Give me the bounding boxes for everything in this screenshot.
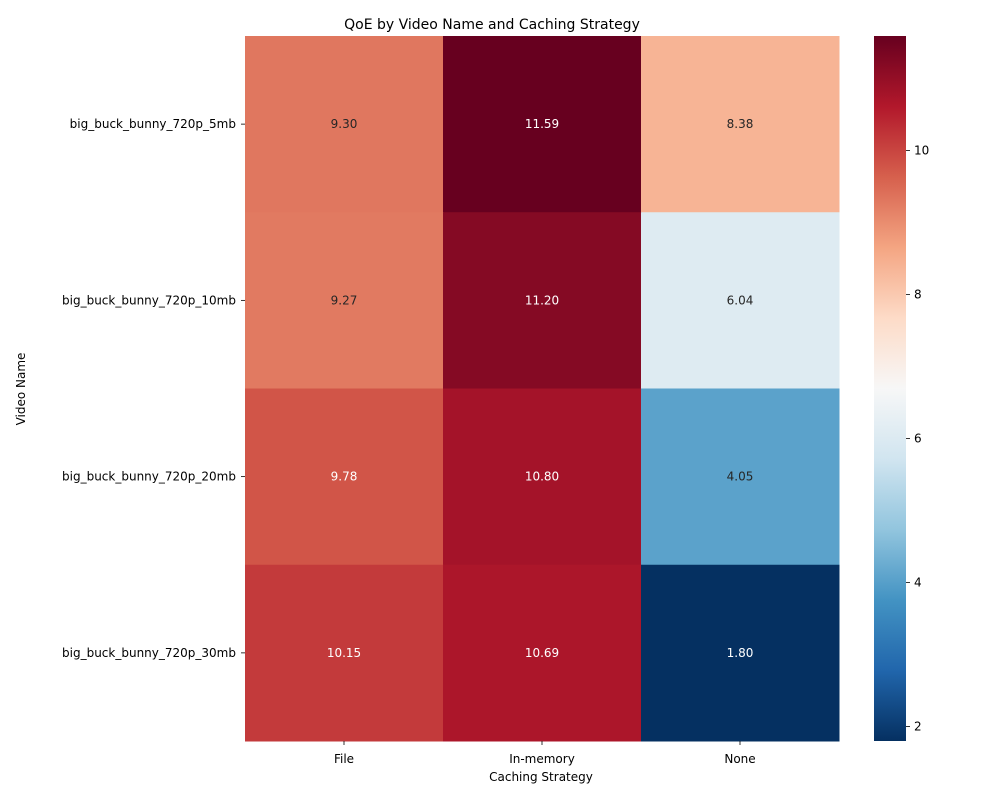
cell-value-label: 11.59 [525, 117, 559, 131]
cell-value-label: 8.38 [727, 117, 754, 131]
colorbar-tick-label: 2 [914, 720, 922, 734]
heatmap-cell [245, 212, 444, 389]
heatmap-cell [443, 36, 642, 213]
heatmap-cell [641, 564, 840, 742]
cell-value-label: 4.05 [727, 470, 754, 484]
cell-value-label: 10.69 [525, 646, 559, 660]
heatmap-cell [443, 388, 642, 566]
heatmap-cell [641, 212, 840, 389]
colorbar-tick-label: 10 [914, 143, 929, 157]
heatmap-cell-labels: 9.30 11.59 8.38 9.27 11.20 6.04 9.78 10.80 4.05 1… [327, 117, 754, 660]
y-axis-label: Video Name [14, 353, 28, 426]
colorbar [874, 36, 906, 741]
chart-title: QoE by Video Name and Caching Strategy [344, 17, 640, 33]
heatmap-cell [641, 36, 840, 213]
heatmap-cell [443, 212, 642, 389]
y-axis: big_buck_bunny_720p_5mb big_buck_bunny_72… [62, 117, 245, 660]
y-tick-label: big_buck_bunny_720p_10mb [62, 293, 236, 307]
x-axis-label: Caching Strategy [489, 770, 593, 784]
cell-value-label: 6.04 [727, 293, 754, 307]
heatmap-cell [641, 388, 840, 566]
colorbar-tick-label: 8 [914, 288, 922, 302]
heatmap-cell [245, 36, 444, 213]
heatmap-cell [245, 388, 444, 566]
colorbar-tick-label: 4 [914, 576, 922, 590]
y-tick-label: big_buck_bunny_720p_5mb [70, 117, 236, 131]
x-tick-label: File [334, 752, 354, 766]
heatmap-cell [245, 564, 444, 742]
cell-value-label: 1.80 [727, 646, 754, 660]
x-tick-label: None [724, 752, 755, 766]
y-tick-label: big_buck_bunny_720p_20mb [62, 470, 236, 484]
colorbar-tick-label: 6 [914, 432, 922, 446]
cell-value-label: 11.20 [525, 293, 559, 307]
colorbar-axis: 2 4 6 8 10 [906, 143, 929, 734]
cell-value-label: 9.30 [331, 117, 358, 131]
x-axis: File In-memory None [334, 741, 756, 766]
heatmap-cell [443, 564, 642, 742]
cell-value-label: 9.78 [331, 470, 358, 484]
cell-value-label: 10.80 [525, 470, 559, 484]
cell-value-label: 9.27 [331, 293, 358, 307]
y-tick-label: big_buck_bunny_720p_30mb [62, 646, 236, 660]
cell-value-label: 10.15 [327, 646, 361, 660]
x-tick-label: In-memory [509, 752, 575, 766]
heatmap-cells [245, 36, 840, 742]
